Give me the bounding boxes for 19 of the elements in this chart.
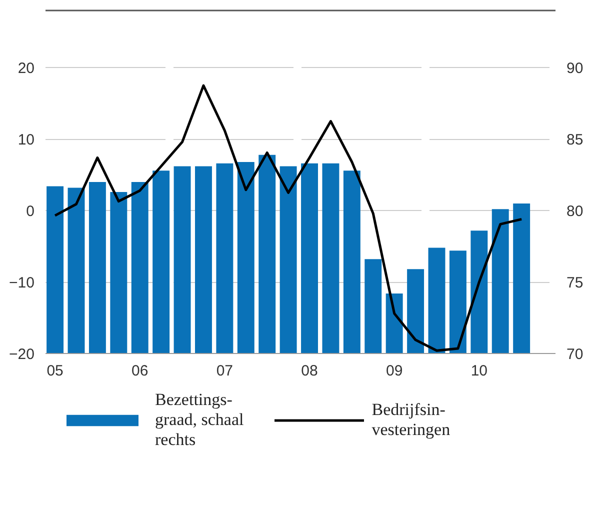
x-tick-label: 07 — [216, 362, 234, 380]
y-tick-label: 0 — [26, 203, 34, 220]
y-tick-label: −20 — [9, 346, 35, 363]
y2-tick-label: 90 — [566, 60, 584, 78]
legend-label: Bezettings- graad, schaal rechts — [155, 390, 244, 450]
x-tick-label: 08 — [301, 362, 318, 380]
line-series — [54, 84, 523, 352]
y2-tick-label: 75 — [566, 274, 584, 292]
y-tick-label: 20 — [18, 60, 35, 78]
y-tick-label: 10 — [18, 132, 35, 149]
x-tick-label: 05 — [46, 362, 64, 380]
text: Bedrijfsin- vesteringen — [372, 400, 450, 440]
y2-tick-label: 70 — [566, 346, 584, 363]
y-tick-label: −10 — [9, 274, 35, 292]
x-tick-label: 06 — [132, 362, 148, 380]
x-tick-label: 09 — [386, 362, 403, 380]
x-tick-label: 10 — [470, 362, 488, 380]
y2-tick-label: 85 — [566, 132, 584, 149]
y2-tick-label: 80 — [566, 203, 584, 220]
